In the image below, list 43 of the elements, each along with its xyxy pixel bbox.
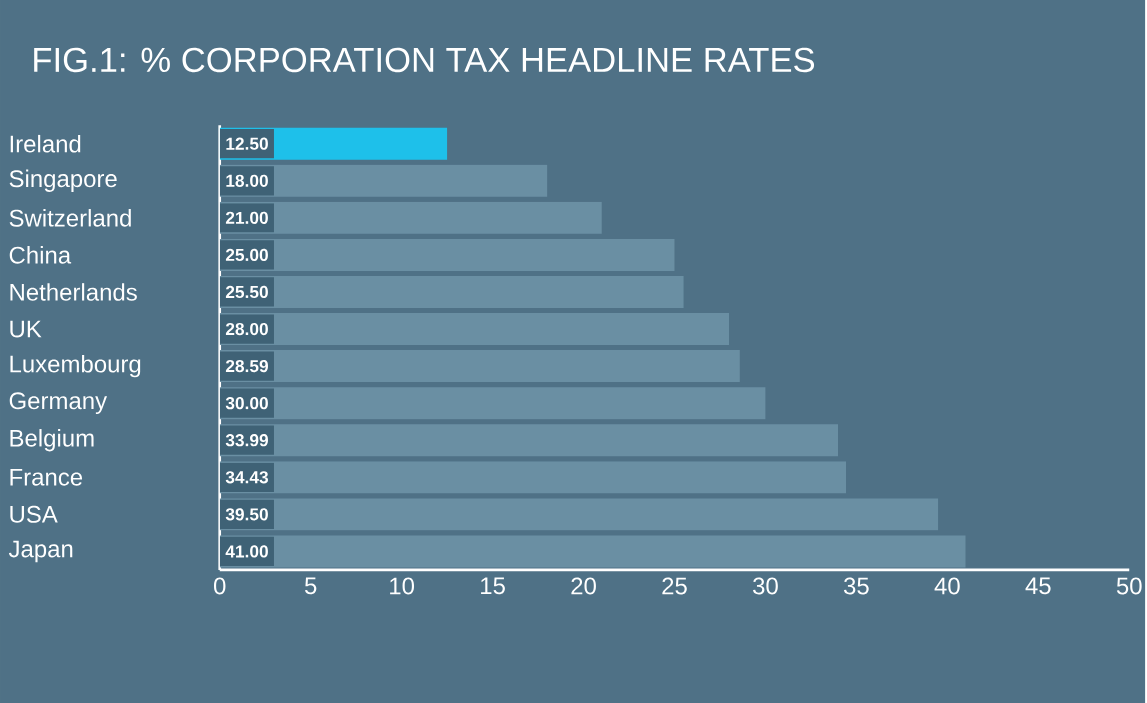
- data-label: 28.59: [225, 359, 268, 373]
- y-tick-label: Singapore: [9, 169, 117, 192]
- bar: [219, 535, 966, 568]
- x-tick-label: 30: [753, 577, 778, 595]
- y-tick-label: Switzerland: [9, 208, 131, 227]
- data-label: 25.50: [225, 285, 268, 299]
- data-label: 34.43: [225, 471, 269, 484]
- bar: [219, 387, 766, 420]
- y-tick-label: UK: [10, 320, 42, 338]
- y-tick-label: Ireland: [10, 134, 81, 153]
- x-tick-label: 35: [843, 577, 869, 595]
- x-tick-label: 10: [390, 577, 415, 595]
- x-tick-label: 5: [304, 577, 317, 595]
- y-tick-label: China: [9, 246, 72, 264]
- x-tick-label: 25: [662, 577, 687, 595]
- data-label: 12.50: [226, 137, 268, 150]
- y-tick-label: Luxembourg: [10, 354, 141, 378]
- bar: [219, 350, 740, 383]
- data-label: 28.00: [225, 322, 268, 336]
- y-tick-label: Belgium: [10, 429, 94, 452]
- x-tick-label: 15: [481, 577, 505, 595]
- data-label: 39.50: [225, 508, 268, 521]
- data-label: 21.00: [225, 211, 268, 224]
- y-tick-label: Netherlands: [10, 283, 137, 301]
- y-tick-label: Japan: [8, 540, 73, 563]
- chart-title: FIG.1: % CORPORATION TAX HEADLINE RATES: [34, 47, 815, 73]
- data-label: 33.99: [225, 434, 268, 447]
- data-label: 30.00: [225, 396, 268, 410]
- x-tick-label: 0: [214, 577, 226, 595]
- bar: [219, 424, 839, 457]
- bar: [219, 461, 847, 494]
- data-label: 41.00: [225, 545, 268, 558]
- x-tick-label: 20: [571, 577, 596, 595]
- y-tick-label: Germany: [9, 392, 108, 414]
- data-label: 18.00: [226, 174, 268, 187]
- x-tick-label: 45: [1025, 577, 1051, 595]
- y-tick-label: USA: [10, 505, 58, 523]
- data-label: 25.00: [225, 248, 268, 261]
- bar: [219, 498, 939, 531]
- x-tick-label: 40: [934, 577, 960, 595]
- bar: [219, 313, 730, 345]
- y-tick-label: France: [10, 468, 83, 486]
- x-tick-label: 50: [1116, 577, 1142, 595]
